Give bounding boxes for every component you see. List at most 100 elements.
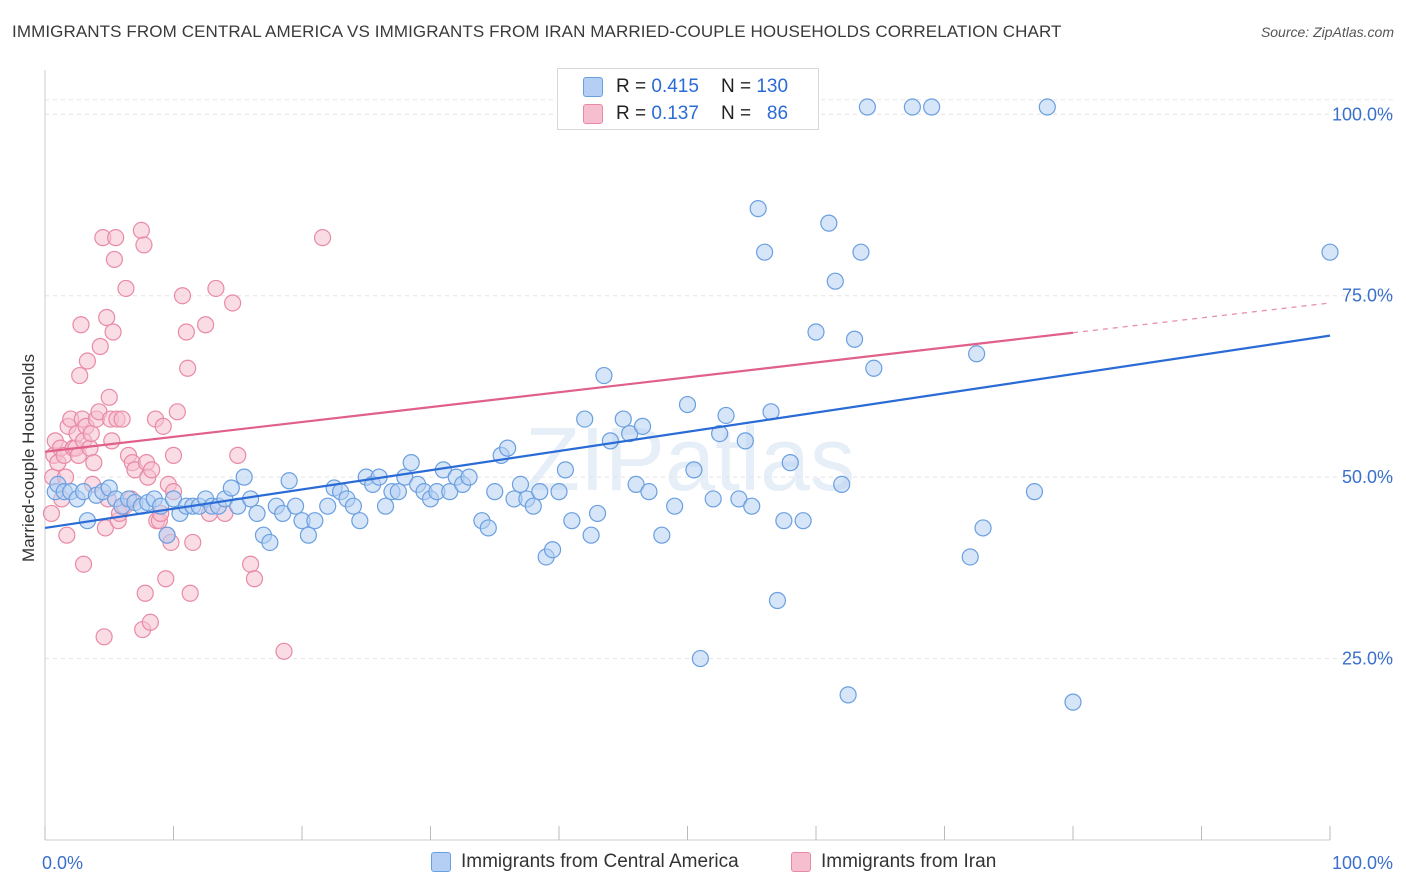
data-point <box>833 475 851 493</box>
data-point <box>460 468 478 486</box>
data-point <box>184 533 202 552</box>
data-point <box>711 425 729 443</box>
data-point <box>141 613 159 631</box>
data-point <box>344 497 362 515</box>
data-point <box>845 330 864 348</box>
data-point <box>923 98 941 116</box>
source-label: Source: ZipAtlas.com <box>1260 24 1394 40</box>
axes <box>44 70 1331 841</box>
n-label: N = <box>720 103 752 124</box>
x-tick-label: 100.0% <box>1332 853 1393 873</box>
axis-labels: 25.0% 50.0% 75.0% 100.0% 0.0% 100.0% Married-c… <box>19 104 1393 873</box>
data-point <box>826 272 844 290</box>
data-point <box>319 497 337 515</box>
data-point <box>275 642 293 660</box>
data-point <box>582 526 600 544</box>
data-point <box>58 526 76 544</box>
data-point <box>858 98 877 116</box>
data-point <box>614 410 632 428</box>
data-point <box>154 417 172 435</box>
legend-swatch-central-america <box>431 852 451 872</box>
data-point <box>865 359 883 377</box>
data-point <box>685 461 703 479</box>
swatch-central-america <box>583 77 603 97</box>
data-point <box>164 446 183 464</box>
data-point <box>974 519 992 537</box>
data-point <box>633 417 652 435</box>
data-point <box>807 323 825 341</box>
legend-item-central-america[interactable]: Immigrants from Central America <box>431 851 739 873</box>
data-point <box>1025 483 1044 501</box>
data-point <box>543 541 562 559</box>
data-point <box>839 686 857 704</box>
data-point <box>71 366 89 385</box>
data-point <box>968 345 986 363</box>
data-point <box>961 548 979 566</box>
y-tick-label: 25.0% <box>1342 649 1393 669</box>
data-point <box>242 555 260 573</box>
data-point <box>197 316 215 334</box>
data-point <box>441 483 459 501</box>
data-point <box>164 490 183 508</box>
data-point <box>85 454 103 472</box>
data-point <box>245 570 264 588</box>
data-point <box>224 294 242 312</box>
series-iran-points <box>42 221 332 660</box>
data-point <box>299 526 318 544</box>
data-point <box>479 519 497 537</box>
y-tick-label: 50.0% <box>1342 467 1393 487</box>
stats-row-iran: R = 0.137 N = 86 <box>583 101 789 127</box>
data-point <box>135 236 153 254</box>
data-point <box>820 214 838 232</box>
data-point <box>653 526 671 544</box>
data-point <box>730 490 748 508</box>
data-point <box>704 490 722 508</box>
legend-swatch-iran <box>791 852 811 872</box>
stats-legend: R = 0.415 N = 130 R = 0.137 N = 86 <box>557 68 819 130</box>
r-value: 0.137 <box>651 103 699 124</box>
legend-label: Immigrants from Central America <box>461 851 739 872</box>
data-point <box>168 403 186 421</box>
data-point <box>775 512 793 530</box>
data-point <box>222 479 240 497</box>
data-point <box>98 308 116 327</box>
legend-item-iran[interactable]: Immigrants from Iran <box>791 851 996 873</box>
data-point <box>550 483 568 501</box>
data-point <box>768 591 787 610</box>
data-point <box>74 555 93 573</box>
trend-line <box>44 331 1074 453</box>
data-point <box>72 316 90 334</box>
data-point <box>563 512 581 530</box>
r-value: 0.415 <box>651 76 699 97</box>
data-point <box>486 483 504 501</box>
data-point <box>207 279 225 298</box>
data-point <box>781 454 799 472</box>
data-point <box>499 439 517 457</box>
data-point <box>42 504 61 523</box>
data-point <box>640 483 658 501</box>
data-point <box>903 98 921 116</box>
data-point <box>743 497 761 515</box>
n-value: 86 <box>766 103 789 124</box>
data-point <box>143 461 161 479</box>
trend-line <box>44 334 1331 530</box>
r-label: R = <box>616 76 647 97</box>
chart-title: IMMIGRANTS FROM CENTRAL AMERICA VS IMMIG… <box>12 22 1062 41</box>
data-point <box>181 584 199 602</box>
data-point <box>588 504 607 523</box>
data-point <box>376 497 395 515</box>
data-point <box>852 243 870 261</box>
data-point <box>235 468 253 486</box>
data-point <box>261 533 279 552</box>
data-point <box>103 432 121 450</box>
data-point <box>78 352 97 370</box>
trend-line-extension <box>1072 302 1331 334</box>
data-point <box>132 221 150 239</box>
data-point <box>402 454 420 472</box>
data-point <box>627 475 645 493</box>
data-point <box>531 483 549 501</box>
data-point <box>576 410 594 428</box>
data-point <box>1321 243 1339 261</box>
legend-label: Immigrants from Iran <box>821 851 997 872</box>
data-point <box>113 410 131 428</box>
